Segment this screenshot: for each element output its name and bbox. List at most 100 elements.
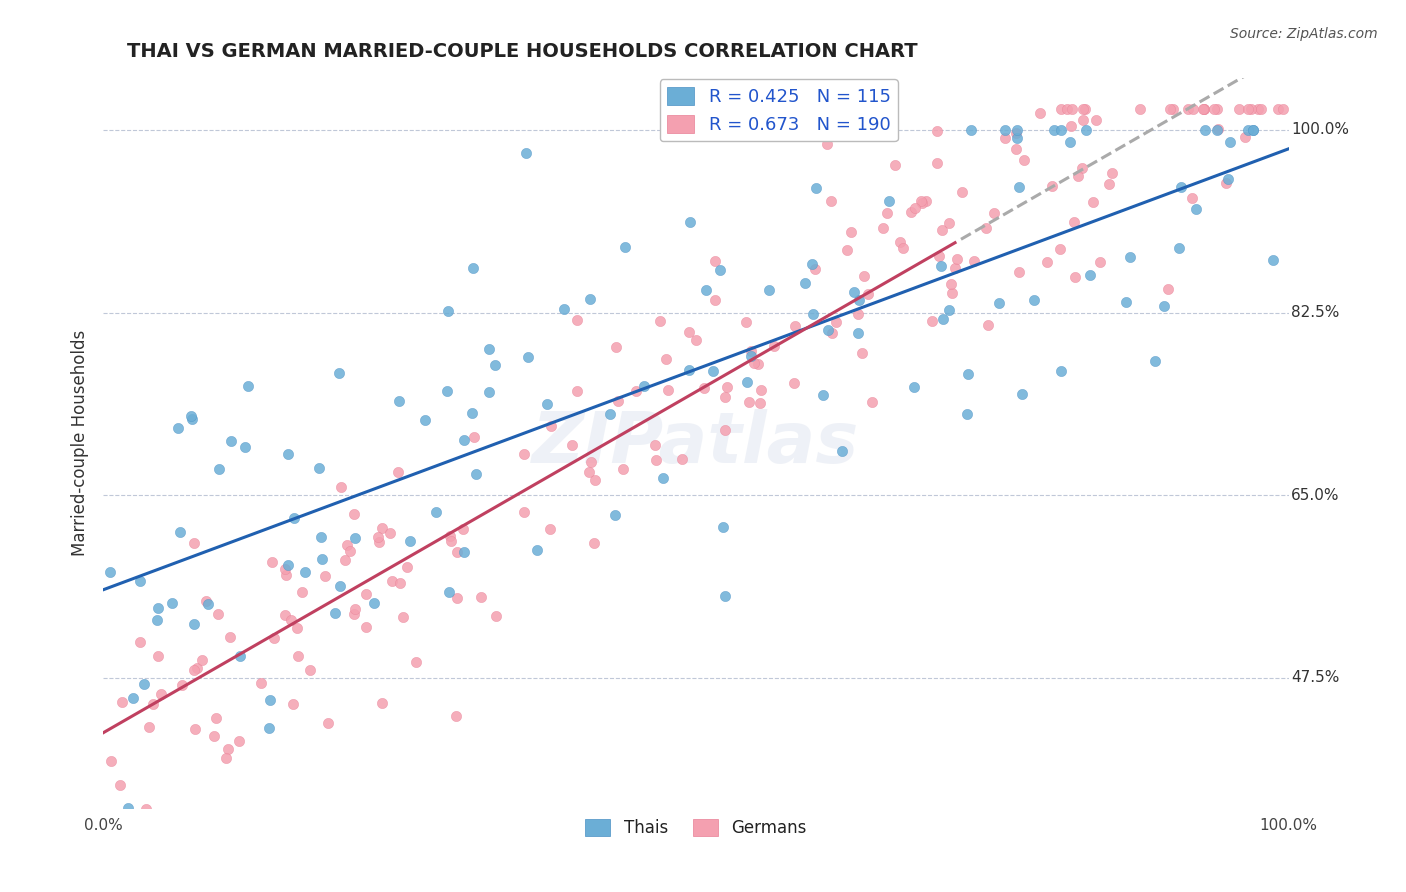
Point — [679, 215, 702, 229]
Point — [1192, 102, 1215, 116]
Text: 65.0%: 65.0% — [1291, 488, 1340, 503]
Point — [207, 607, 229, 621]
Point — [1241, 123, 1264, 137]
Point — [1029, 106, 1052, 120]
Point — [285, 621, 308, 635]
Point — [513, 505, 536, 519]
Point — [333, 553, 356, 567]
Point — [762, 339, 785, 353]
Point — [526, 542, 548, 557]
Point — [311, 552, 333, 566]
Point — [1205, 102, 1227, 116]
Point — [453, 434, 475, 448]
Point — [1177, 102, 1199, 116]
Point — [1202, 102, 1225, 116]
Point — [371, 697, 394, 711]
Point — [1005, 123, 1028, 137]
Point — [169, 525, 191, 540]
Point — [938, 216, 960, 230]
Point — [180, 409, 202, 424]
Point — [565, 384, 588, 399]
Point — [1216, 172, 1239, 186]
Point — [183, 536, 205, 550]
Point — [1060, 119, 1083, 133]
Point — [389, 576, 412, 591]
Point — [987, 296, 1010, 310]
Point — [678, 325, 700, 339]
Point — [461, 260, 484, 275]
Point — [316, 716, 339, 731]
Point — [1062, 102, 1084, 116]
Point — [837, 243, 859, 257]
Point — [817, 323, 839, 337]
Point — [160, 596, 183, 610]
Point — [1272, 102, 1295, 116]
Point — [963, 253, 986, 268]
Point — [740, 343, 762, 358]
Point — [1206, 123, 1229, 137]
Point — [579, 455, 602, 469]
Point — [938, 303, 960, 318]
Point — [925, 124, 948, 138]
Point — [1049, 242, 1071, 256]
Point — [884, 158, 907, 172]
Point — [517, 351, 540, 365]
Point — [851, 346, 873, 360]
Point — [704, 254, 727, 268]
Point — [1267, 102, 1289, 116]
Point — [735, 375, 758, 389]
Point — [1007, 131, 1029, 145]
Point — [277, 558, 299, 573]
Point — [368, 535, 391, 549]
Point — [1067, 169, 1090, 184]
Point — [98, 565, 121, 579]
Point — [839, 225, 862, 239]
Point — [977, 318, 1000, 332]
Point — [744, 356, 766, 370]
Point — [1004, 142, 1026, 156]
Point — [783, 376, 806, 391]
Point — [553, 301, 575, 316]
Point — [218, 630, 240, 644]
Point — [208, 461, 231, 475]
Point — [294, 565, 316, 579]
Point — [1241, 123, 1264, 137]
Point — [1194, 123, 1216, 137]
Point — [380, 526, 402, 541]
Point — [1119, 250, 1142, 264]
Point — [1234, 130, 1257, 145]
Point — [815, 136, 838, 151]
Point — [994, 123, 1017, 137]
Point — [900, 205, 922, 219]
Point — [425, 505, 447, 519]
Point — [540, 419, 562, 434]
Point — [561, 437, 583, 451]
Point — [624, 384, 647, 399]
Point — [1050, 102, 1073, 116]
Point — [644, 453, 666, 467]
Point — [259, 693, 281, 707]
Point — [399, 533, 422, 548]
Point — [876, 205, 898, 219]
Point — [1073, 102, 1095, 116]
Point — [281, 697, 304, 711]
Point — [846, 308, 869, 322]
Point — [1007, 180, 1029, 194]
Point — [363, 596, 385, 610]
Point — [943, 261, 966, 276]
Point — [925, 156, 948, 170]
Point — [831, 444, 853, 458]
Point — [343, 607, 366, 621]
Point — [716, 380, 738, 394]
Point — [170, 678, 193, 692]
Point — [1157, 282, 1180, 296]
Point — [464, 467, 486, 482]
Point — [142, 697, 165, 711]
Point — [167, 420, 190, 434]
Point — [860, 395, 883, 409]
Point — [1008, 265, 1031, 279]
Point — [202, 730, 225, 744]
Point — [1240, 102, 1263, 116]
Point — [1261, 253, 1284, 268]
Point — [308, 460, 330, 475]
